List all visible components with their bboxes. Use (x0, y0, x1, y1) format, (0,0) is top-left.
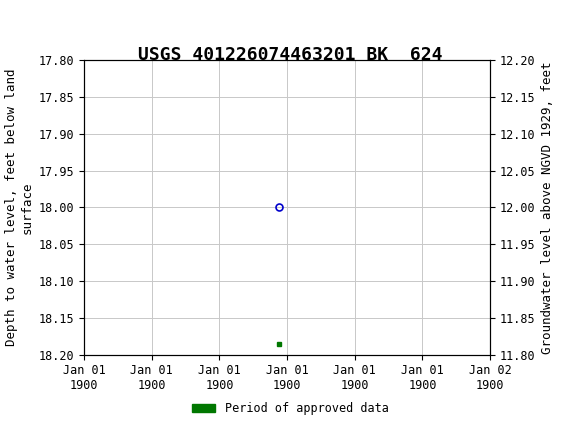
Legend: Period of approved data: Period of approved data (187, 397, 393, 420)
Y-axis label: Depth to water level, feet below land
surface: Depth to water level, feet below land su… (5, 69, 33, 346)
Text: USGS: USGS (70, 11, 125, 29)
Y-axis label: Groundwater level above NGVD 1929, feet: Groundwater level above NGVD 1929, feet (541, 61, 554, 354)
Text: USGS 401226074463201 BK  624: USGS 401226074463201 BK 624 (138, 46, 442, 64)
